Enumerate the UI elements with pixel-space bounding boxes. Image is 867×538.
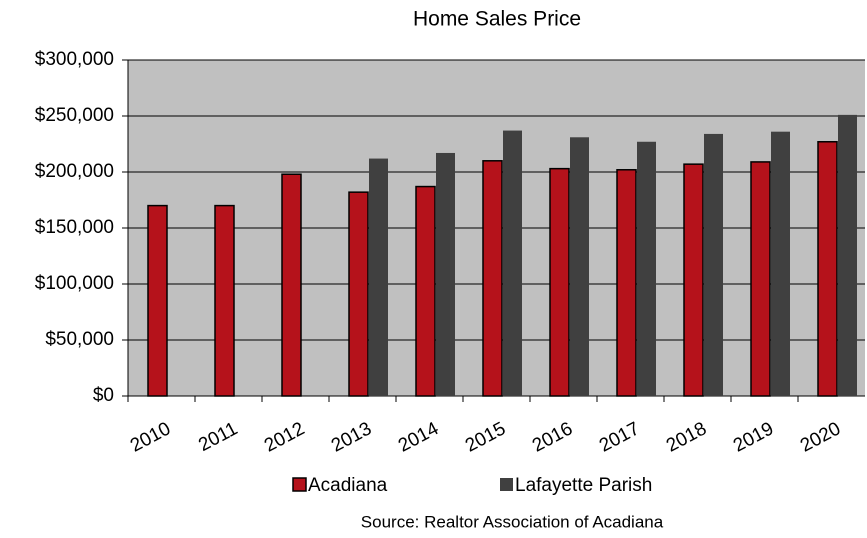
bar — [637, 141, 656, 396]
bar — [750, 161, 771, 397]
bar — [436, 152, 455, 396]
bar — [415, 185, 436, 397]
x-tick-label: 2020 — [797, 418, 844, 456]
x-tick-label: 2014 — [395, 418, 443, 457]
y-tick-label: $100,000 — [35, 273, 114, 294]
bar — [704, 133, 723, 397]
bar — [771, 131, 790, 396]
x-tick-label: 2017 — [596, 418, 643, 456]
x-tick-label: 2011 — [195, 418, 241, 456]
legend-swatch — [500, 478, 513, 491]
chart-title: Home Sales Price — [413, 8, 581, 31]
bar — [281, 173, 302, 397]
bar — [147, 204, 168, 397]
x-tick-label: 2018 — [663, 418, 710, 456]
bar — [570, 137, 589, 396]
y-tick-label: $250,000 — [35, 105, 114, 126]
y-tick-label: $150,000 — [35, 217, 114, 238]
y-tick-label: $300,000 — [35, 49, 114, 70]
bar — [348, 191, 369, 397]
y-tick-label: $50,000 — [45, 329, 114, 350]
bar — [503, 130, 522, 396]
x-tick-label: 2013 — [328, 418, 375, 456]
legend-swatch — [292, 477, 307, 492]
bar — [214, 204, 235, 397]
x-tick-label: 2012 — [261, 418, 308, 456]
legend-label: Acadiana — [308, 475, 388, 496]
x-tick-label: 2015 — [462, 418, 509, 456]
bar — [482, 160, 503, 397]
source-note: Source: Realtor Association of Acadiana — [361, 512, 664, 531]
x-tick-label: 2019 — [730, 418, 777, 456]
x-tick-label: 2010 — [127, 418, 174, 456]
y-tick-label: $0 — [93, 385, 114, 406]
bar — [683, 163, 704, 397]
legend-label: Lafayette Parish — [515, 475, 652, 496]
x-tick-label: 2016 — [529, 418, 576, 456]
bar — [838, 114, 857, 396]
bar — [549, 167, 570, 397]
bar — [817, 141, 838, 397]
bar — [616, 169, 637, 397]
bar — [369, 158, 388, 396]
y-tick-label: $200,000 — [35, 161, 114, 182]
